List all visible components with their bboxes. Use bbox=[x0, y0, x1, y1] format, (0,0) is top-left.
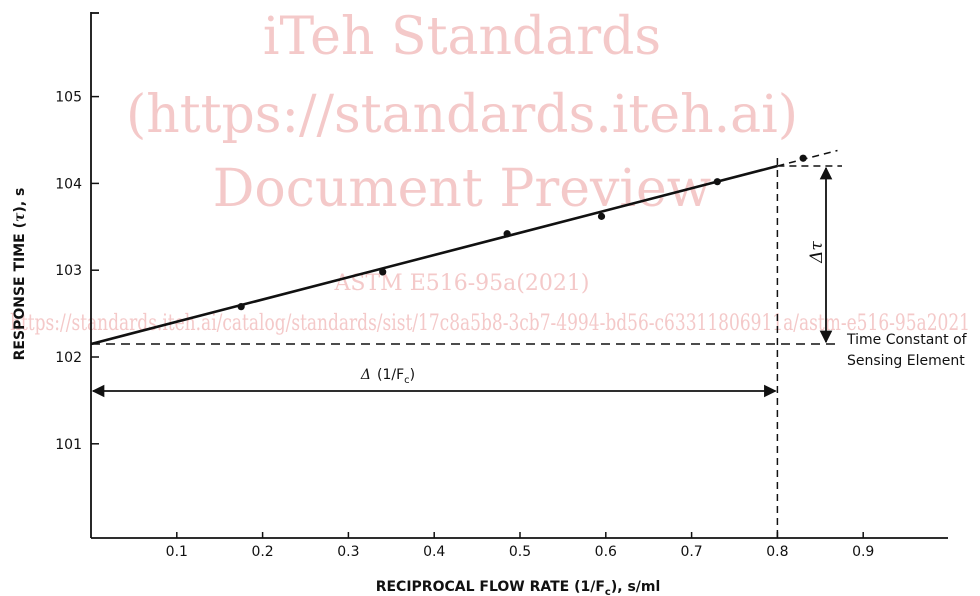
x-tick-label: 0.9 bbox=[852, 544, 874, 560]
chart-marks bbox=[90, 149, 842, 538]
x-axis-title-prefix: RECIPROCAL FLOW RATE (1/F bbox=[376, 579, 605, 595]
watermark-line-1: iTeh Standards bbox=[263, 7, 661, 67]
y-tick-label: 102 bbox=[55, 350, 82, 366]
y-axis-title-suffix: ), s bbox=[12, 188, 28, 213]
watermark-line-4: ASTM E516-95a(2021) bbox=[334, 271, 590, 296]
x-tick-label: 0.7 bbox=[680, 544, 702, 560]
y-tick-label: 105 bbox=[55, 90, 82, 106]
x-tick-label: 0.3 bbox=[337, 544, 359, 560]
watermark-line-3: Document Preview bbox=[213, 159, 712, 219]
data-point bbox=[503, 230, 511, 238]
x-axis-title: RECIPROCAL FLOW RATE (1/Fc), s/ml bbox=[376, 579, 661, 596]
data-point bbox=[237, 303, 245, 311]
x-tick-label: 0.8 bbox=[766, 544, 788, 560]
x-tick-label: 0.1 bbox=[166, 544, 188, 560]
fit-line-extension bbox=[777, 149, 838, 167]
data-point bbox=[379, 268, 387, 276]
y-ticks: 101 102 103 104 105 bbox=[55, 90, 99, 453]
x-axis-title-sub: c bbox=[605, 587, 611, 596]
x-tick-label: 0.5 bbox=[509, 544, 531, 560]
y-tick-label: 103 bbox=[55, 263, 82, 279]
delta-x-symbol: Δ bbox=[360, 367, 371, 383]
time-constant-label-line-2: Sensing Element bbox=[847, 353, 965, 369]
y-axis-title-symbol: τ bbox=[12, 212, 28, 222]
x-axis-title-suffix: ), s/ml bbox=[611, 579, 660, 595]
fit-line bbox=[90, 164, 778, 346]
y-tick-label: 101 bbox=[55, 437, 82, 453]
delta-x-sub: c bbox=[404, 375, 410, 386]
delta-x-close: ) bbox=[410, 367, 415, 383]
data-point bbox=[713, 178, 721, 186]
delta-tau-label: Δτ bbox=[807, 241, 827, 264]
data-point bbox=[597, 212, 606, 220]
data-point bbox=[799, 154, 807, 162]
x-ticks: 0.1 0.2 0.3 0.4 0.5 0.6 0.7 0.8 0.9 bbox=[166, 532, 874, 560]
delta-x-text: (1/F bbox=[377, 367, 404, 383]
time-constant-label-line-1: Time Constant of bbox=[846, 332, 968, 348]
delta-x-label: Δ (1/Fc) bbox=[360, 367, 415, 386]
x-tick-label: 0.4 bbox=[423, 544, 445, 560]
x-tick-label: 0.6 bbox=[595, 544, 617, 560]
y-axis-title: RESPONSE TIME (τ), s bbox=[12, 188, 28, 361]
x-tick-label: 0.2 bbox=[251, 544, 273, 560]
y-axis-title-prefix: RESPONSE TIME ( bbox=[12, 222, 28, 360]
y-tick-label: 104 bbox=[55, 176, 82, 192]
watermark-line-2: (https://standards.iteh.ai) bbox=[126, 85, 798, 145]
